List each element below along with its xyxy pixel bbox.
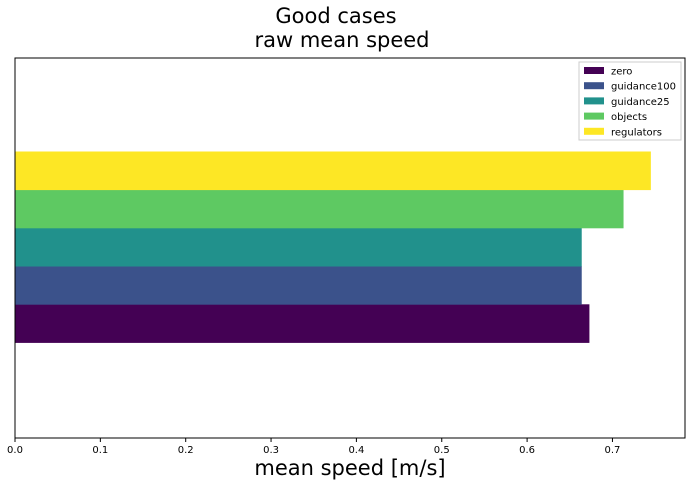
bar-regulators xyxy=(15,151,651,191)
legend-label-guidance100: guidance100 xyxy=(611,82,676,93)
legend-swatch-regulators xyxy=(584,127,604,135)
bar-guidance25 xyxy=(15,227,582,267)
legend-label-objects: objects xyxy=(611,112,647,123)
legend-label-regulators: regulators xyxy=(611,127,662,138)
legend-swatch-zero xyxy=(584,67,604,74)
legend-swatch-guidance100 xyxy=(584,82,604,90)
x-tick-label: 0.7 xyxy=(604,445,620,456)
x-tick-label: 0.5 xyxy=(434,445,450,456)
bars-group xyxy=(15,151,651,343)
x-tick-label: 0.4 xyxy=(348,445,364,456)
x-tick-label: 0.3 xyxy=(263,445,279,456)
bar-guidance100 xyxy=(15,266,582,305)
legend: zero guidance100 guidance25 objects regulato… xyxy=(578,61,682,141)
x-tick-label: 0.2 xyxy=(178,445,194,456)
bar-zero xyxy=(15,304,590,343)
legend-swatch-guidance25 xyxy=(584,97,604,105)
chart-title-line-2: raw mean speed xyxy=(254,28,429,52)
x-tick-label: 0.0 xyxy=(7,445,23,456)
x-tick-label: 0.6 xyxy=(519,445,535,456)
x-axis-ticks: 0.0 0.1 0.2 0.3 0.4 0.5 0.6 0.7 xyxy=(7,438,620,456)
bar-objects xyxy=(15,189,624,229)
legend-swatch-objects xyxy=(584,112,604,120)
chart-title-line-1: Good cases xyxy=(275,4,396,28)
x-tick-label: 0.1 xyxy=(92,445,108,456)
plot-frame xyxy=(14,57,686,439)
legend-label-guidance25: guidance25 xyxy=(611,97,670,108)
legend-label-zero: zero xyxy=(611,67,632,78)
x-axis-label: mean speed [m/s] xyxy=(254,456,445,480)
